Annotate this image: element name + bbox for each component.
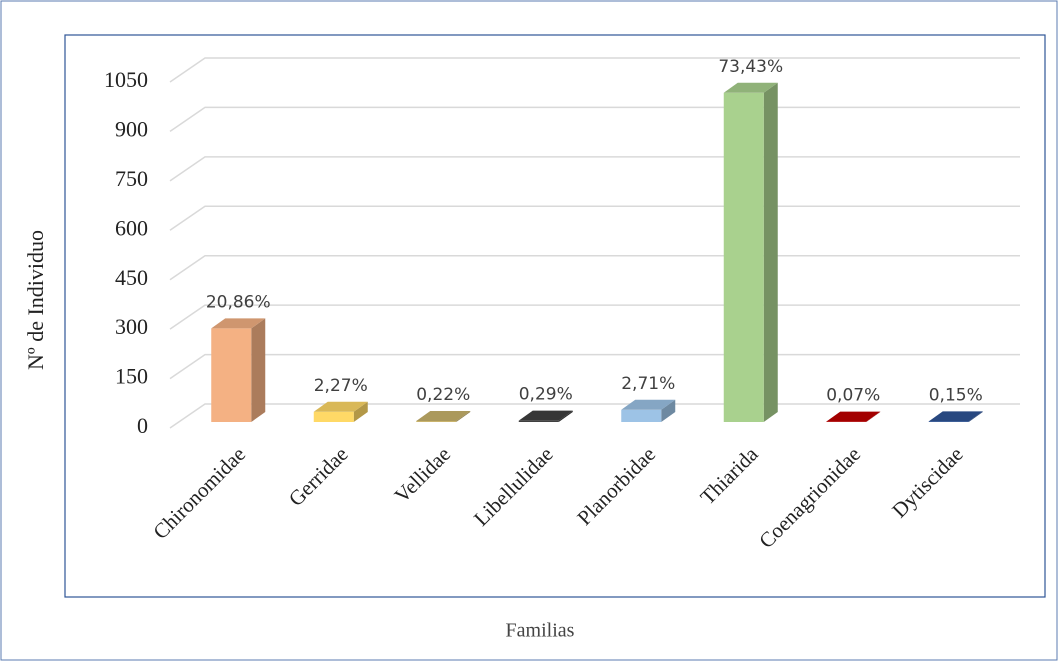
- y-tick-label: 1050: [104, 67, 148, 92]
- y-tick-label: 150: [115, 364, 148, 389]
- bar-top: [723, 82, 778, 93]
- bar: [928, 411, 983, 422]
- y-tick-label: 900: [115, 116, 148, 141]
- bar: [313, 401, 368, 422]
- y-tick-label: 600: [115, 215, 148, 240]
- bar-side: [353, 401, 368, 422]
- x-axis-label: Familias: [506, 620, 575, 642]
- data-label: 2,27%: [314, 376, 368, 396]
- data-label: 0,07%: [826, 386, 880, 406]
- bar-side: [763, 82, 778, 422]
- y-tick-label: 0: [137, 413, 148, 438]
- data-label: 73,43%: [718, 57, 783, 77]
- data-label: 20,86%: [206, 292, 271, 312]
- y-tick-label: 750: [115, 166, 148, 191]
- bar-side: [456, 411, 471, 422]
- bar-side: [866, 411, 881, 422]
- bar: [518, 410, 573, 422]
- bar-front: [723, 92, 764, 422]
- bar-top: [313, 401, 368, 412]
- bar: [416, 411, 471, 422]
- bar-top: [826, 411, 881, 422]
- bar-front: [313, 411, 354, 422]
- bar-top: [211, 318, 266, 329]
- bar-top: [518, 410, 573, 421]
- bar-side: [968, 411, 983, 422]
- bar-side: [251, 318, 266, 422]
- bar: [211, 318, 266, 422]
- data-label: 0,22%: [416, 385, 470, 405]
- bar-front: [416, 421, 457, 422]
- y-tick-label: 450: [115, 265, 148, 290]
- data-label: 0,29%: [519, 385, 573, 405]
- bar-side: [558, 410, 573, 422]
- y-axis-label: Nº de Individuo: [23, 230, 48, 370]
- bar-front: [928, 421, 969, 422]
- y-tick-label: 300: [115, 314, 148, 339]
- plot-frame: [64, 34, 1046, 598]
- bar-side: [661, 399, 676, 422]
- bar-front: [518, 420, 559, 422]
- bar-top: [416, 411, 471, 422]
- bar: [723, 82, 778, 422]
- bar-top: [621, 399, 676, 410]
- bar: [621, 399, 676, 422]
- grid-line: [169, 57, 1020, 83]
- bar-top: [928, 411, 983, 422]
- data-label: 2,71%: [621, 374, 675, 394]
- bar: [826, 411, 881, 422]
- bar-front: [211, 328, 252, 422]
- data-label: 0,15%: [929, 385, 983, 405]
- bar-front: [621, 409, 662, 422]
